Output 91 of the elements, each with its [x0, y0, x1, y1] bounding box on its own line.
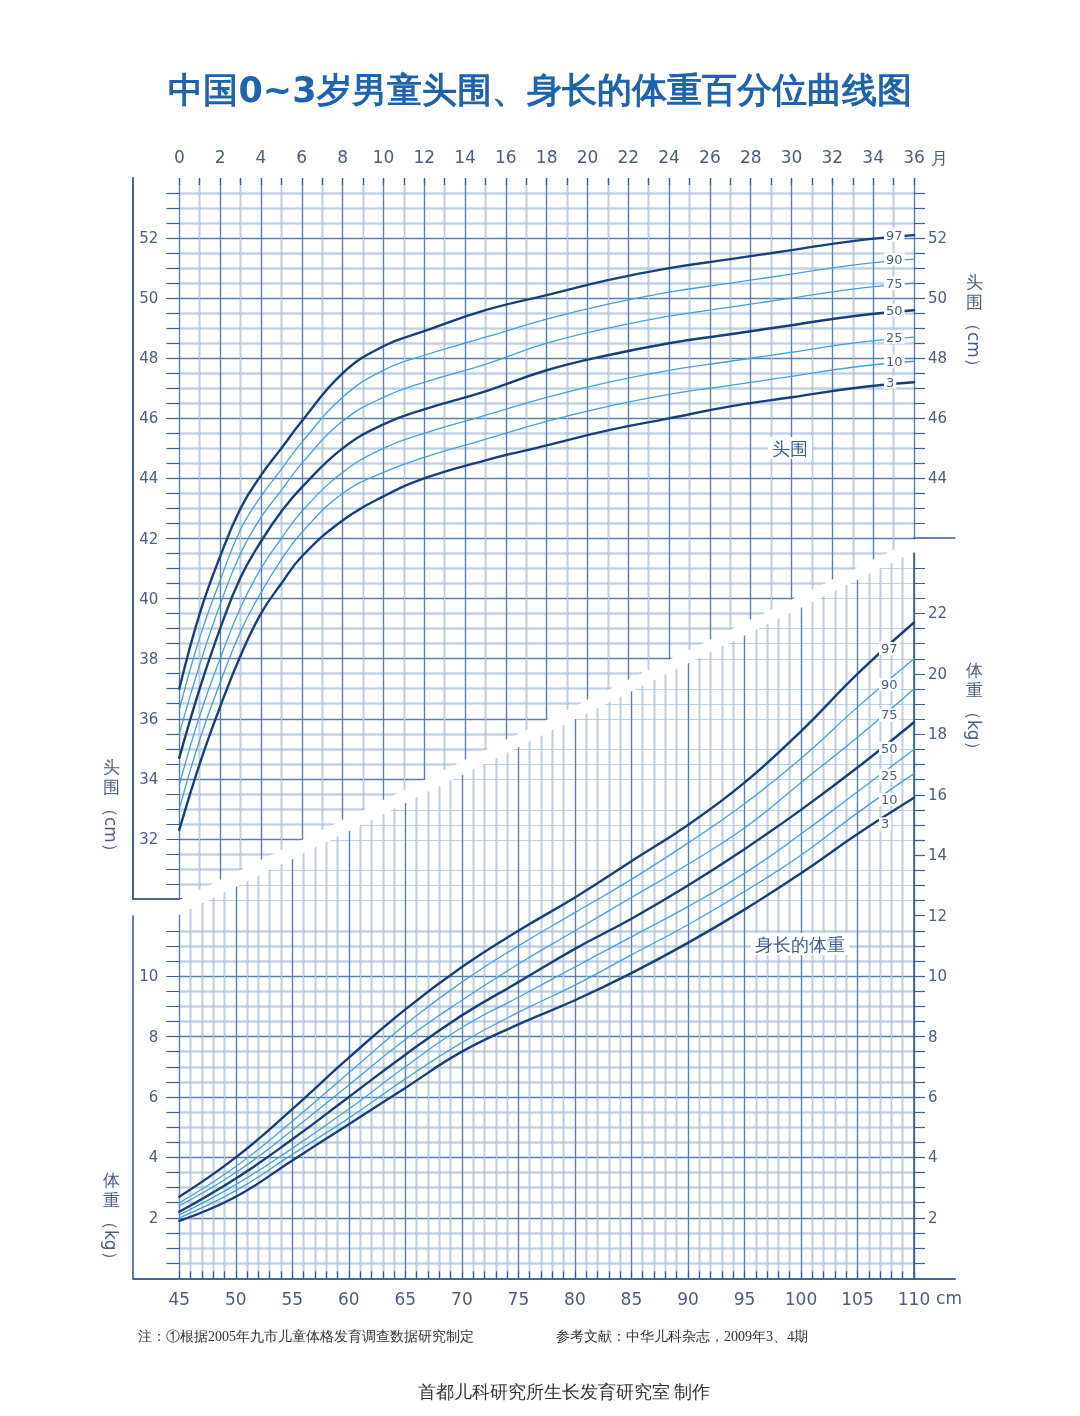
- text: 首都儿科研究所生长发育研究室 制作: [417, 1382, 711, 1402]
- y2-tick-label: 6: [928, 1087, 938, 1106]
- series-label: 50: [886, 302, 903, 318]
- x-tick-label: 55: [281, 1288, 304, 1309]
- x-tick-label: 2: [214, 146, 226, 167]
- x-tick-label: 24: [658, 146, 680, 167]
- x-tick-label: 80: [564, 1288, 586, 1309]
- x-tick-label: 20: [576, 146, 599, 167]
- y2-tick-label: 22: [928, 604, 948, 623]
- y-axis-title: 体重（kg）: [101, 1170, 121, 1268]
- annotation: 头围: [772, 437, 808, 459]
- x-tick-label: 26: [699, 146, 721, 167]
- x-tick-label: 22: [617, 146, 640, 167]
- y2-tick-label: 20: [928, 664, 948, 683]
- x-tick-label: 100: [784, 1288, 818, 1309]
- x-tick-label: 85: [620, 1288, 643, 1309]
- x-tick-label: 60: [338, 1288, 360, 1309]
- series-label: 50: [881, 740, 898, 756]
- x-tick-label: 95: [733, 1288, 756, 1309]
- y2-tick-label: 12: [928, 906, 948, 925]
- x-tick-label: 4: [255, 146, 267, 167]
- y2-tick-label: 50: [928, 289, 948, 308]
- y-axis-title: 头围（cm）: [101, 757, 121, 860]
- y-tick-label: 52: [139, 229, 159, 248]
- y-tick-label: 38: [139, 649, 159, 668]
- series-label: 10: [881, 792, 898, 808]
- y2-tick-label: 44: [928, 469, 948, 488]
- y-tick-label: 32: [139, 829, 159, 848]
- series-label: 3: [886, 374, 895, 390]
- text: 注：①根据2005年九市儿童体格发育调查数据研究制定: [138, 1327, 474, 1344]
- x-tick-label: 30: [780, 146, 803, 167]
- y2-axis-title: 头围（cm）: [964, 272, 984, 375]
- series-label: 75: [886, 275, 903, 291]
- y2-tick-label: 48: [928, 349, 948, 368]
- y-tick-label: 8: [148, 1027, 159, 1046]
- x-tick-label: 34: [862, 146, 884, 167]
- x-tick-label: 16: [495, 146, 517, 167]
- y2-tick-label: 46: [928, 409, 948, 428]
- y-tick-label: 40: [139, 589, 159, 608]
- x-tick-label: 28: [739, 146, 762, 167]
- series-label: 10: [886, 353, 903, 369]
- x-tick-label: 65: [394, 1288, 417, 1309]
- x-tick-label: 8: [337, 146, 348, 167]
- y2-tick-label: 10: [928, 967, 948, 986]
- x-tick-label: 18: [535, 146, 558, 167]
- y-tick-label: 50: [139, 289, 159, 308]
- x-tick-label: 50: [225, 1288, 247, 1309]
- y2-tick-label: 2: [928, 1208, 938, 1227]
- y2-tick-label: 4: [928, 1148, 938, 1167]
- x-axis-title: 月: [930, 147, 948, 168]
- x-tick-label: 70: [451, 1288, 473, 1309]
- y-tick-label: 46: [139, 409, 159, 428]
- y2-tick-label: 52: [928, 229, 948, 248]
- x-tick-label: 14: [454, 146, 476, 167]
- y-tick-label: 44: [139, 469, 159, 488]
- y2-tick-label: 8: [928, 1027, 938, 1046]
- series-label: 25: [886, 329, 903, 345]
- y-tick-label: 42: [139, 529, 159, 548]
- series-label: 25: [881, 767, 898, 783]
- x-tick-label: 12: [413, 146, 436, 167]
- x-tick-label: 6: [296, 146, 308, 167]
- y-tick-label: 4: [148, 1148, 159, 1167]
- y-tick-label: 36: [139, 709, 159, 728]
- text: 参考文献：中华儿科杂志，2009年3、4期: [556, 1328, 808, 1344]
- series-label: 75: [881, 707, 898, 723]
- series-label: 97: [881, 641, 898, 657]
- y2-axis-title: 体重（kg）: [964, 660, 984, 758]
- x-tick-label: 10: [372, 146, 395, 167]
- series-label: 97: [886, 227, 903, 243]
- y2-tick-label: 18: [928, 725, 948, 744]
- y-tick-label: 10: [139, 967, 159, 986]
- series-label: 3: [881, 816, 890, 832]
- x-tick-label: 75: [507, 1288, 530, 1309]
- x-axis-title: cm: [936, 1287, 963, 1308]
- y-tick-label: 34: [139, 769, 159, 788]
- x-tick-label: 0: [173, 146, 185, 167]
- x-tick-label: 110: [897, 1288, 931, 1309]
- y2-tick-label: 16: [928, 785, 948, 804]
- chart-title: 中国0~3岁男童头围、身长的体重百分位曲线图: [168, 69, 912, 110]
- series-label: 90: [881, 677, 898, 693]
- series-label: 90: [886, 251, 903, 267]
- y-tick-label: 2: [148, 1208, 159, 1227]
- x-tick-label: 36: [903, 146, 925, 167]
- y-tick-label: 6: [148, 1087, 159, 1106]
- annotation: 身长的体重: [755, 933, 845, 955]
- x-tick-label: 105: [841, 1288, 874, 1309]
- x-tick-label: 90: [677, 1288, 699, 1309]
- x-tick-label: 32: [821, 146, 844, 167]
- y2-tick-label: 14: [928, 846, 948, 865]
- y-tick-label: 48: [139, 349, 159, 368]
- x-tick-label: 45: [168, 1288, 191, 1309]
